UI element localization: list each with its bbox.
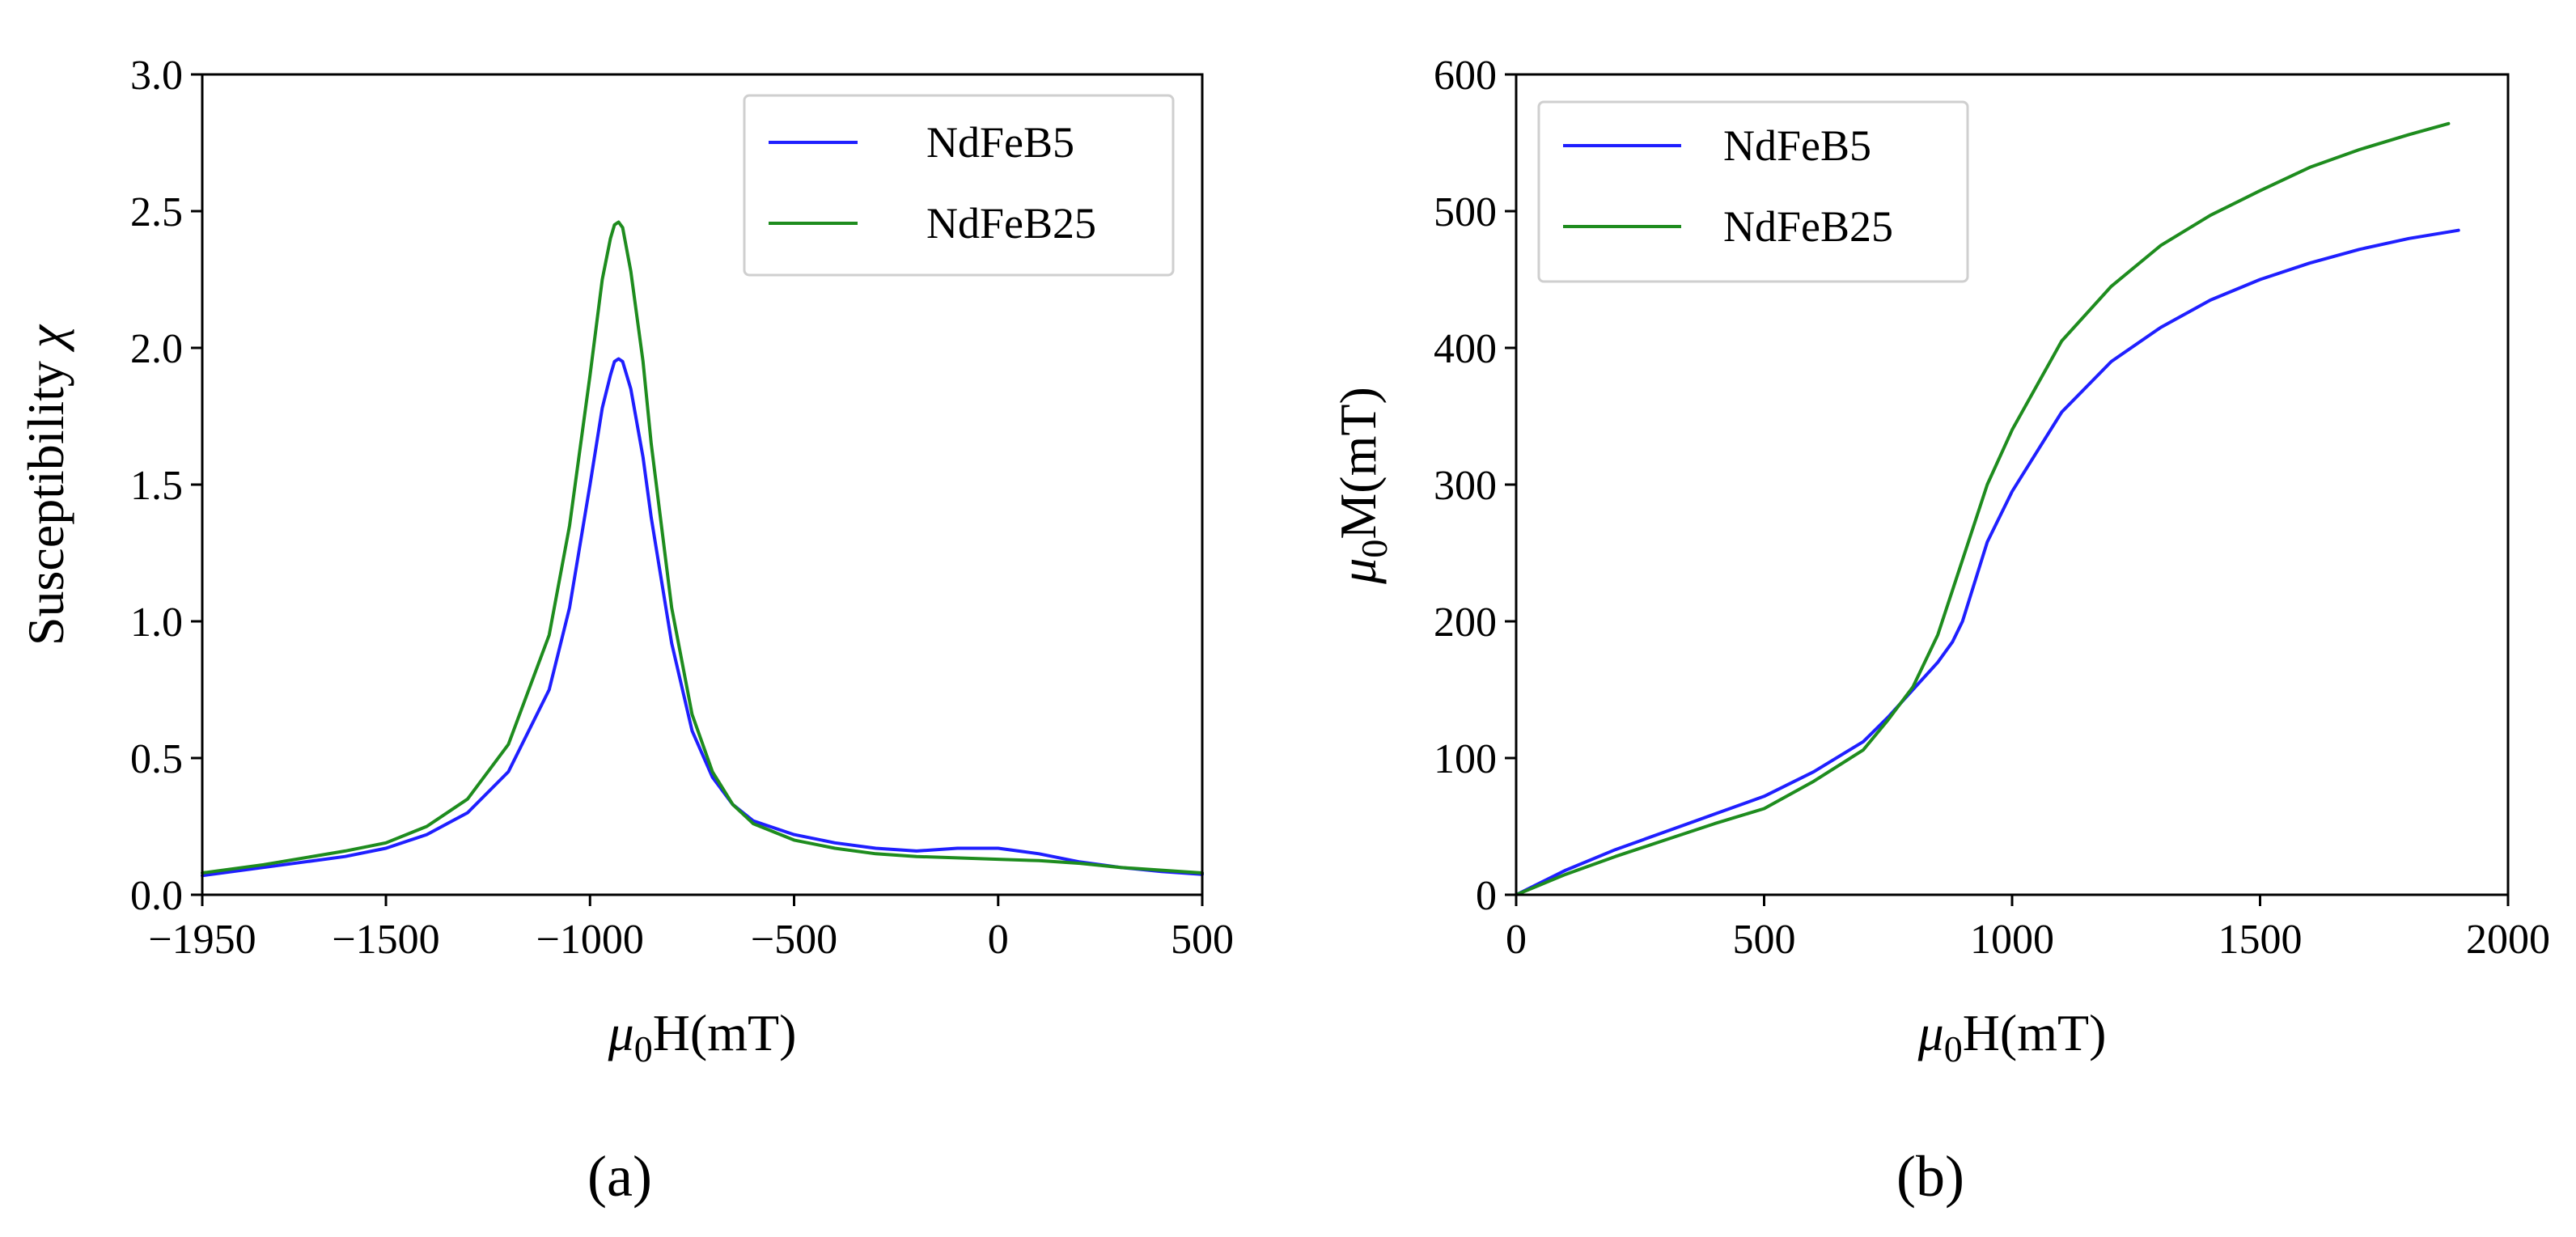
panel-b-caption: (b) <box>1896 1144 1964 1209</box>
panel-b-legend: NdFeB5 NdFeB25 <box>1537 100 1969 283</box>
panel-a-x-tick-label: −1000 <box>536 917 644 963</box>
panel-b-legend-label-ndfeb5: NdFeB5 <box>1723 121 1871 170</box>
panel-b-x-tick-label: 2000 <box>2466 917 2550 963</box>
panel-a-series-ndfeb25 <box>201 220 1204 875</box>
panel-b-y-tick-label: 600 <box>1434 53 1497 99</box>
panel-a-y-ticks: 0.0 0.5 1.0 1.5 2.0 2.5 3.0 <box>130 53 202 919</box>
panel-a-x-axis-label: μ0H(mT) <box>608 1004 797 1070</box>
panel-a-series <box>201 220 1204 878</box>
panel-b-y-ticks: 0 100 200 300 400 500 600 <box>1434 53 1516 919</box>
panel-b-series <box>1515 121 2460 896</box>
panel-a-x-tick-label: 0 <box>988 917 1009 963</box>
panel-b-y-tick-label: 0 <box>1476 873 1497 919</box>
panel-a-y-tick-label: 1.5 <box>130 463 183 509</box>
panel-a-caption: (a) <box>587 1144 652 1209</box>
panel-a-series-ndfeb5 <box>201 357 1204 878</box>
panel-b-x-tick-label: 500 <box>1733 917 1796 963</box>
panel-b-legend-label-ndfeb25: NdFeB25 <box>1723 202 1893 251</box>
panel-a-y-tick-label: 0.5 <box>130 736 183 782</box>
panel-a-y-tick-label: 2.0 <box>130 326 183 372</box>
panel-b-y-tick-label: 400 <box>1434 326 1497 372</box>
panel-b-y-axis-label: μ0M(mT) <box>1329 387 1395 585</box>
panel-b-magnetization: 0 500 1000 1500 2000 0 100 200 300 400 500 600 μ0H… <box>1329 53 2550 1209</box>
panel-a-legend-label-ndfeb25: NdFeB25 <box>926 199 1096 248</box>
panel-a-y-tick-label: 2.5 <box>130 189 183 235</box>
panel-a-legend-label-ndfeb5: NdFeB5 <box>926 118 1074 167</box>
panel-b-y-tick-label: 500 <box>1434 189 1497 235</box>
panel-b-y-tick-label: 100 <box>1434 736 1497 782</box>
panel-b-x-axis-label: μ0H(mT) <box>1917 1004 2107 1070</box>
panel-a-y-axis-label: Susceptibility χ <box>17 324 74 646</box>
panel-b-x-tick-label: 0 <box>1506 917 1527 963</box>
panel-a-x-ticks: −1950 −1500 −1000 −500 0 500 <box>148 895 1234 963</box>
panel-b-x-ticks: 0 500 1000 1500 2000 <box>1506 895 2550 963</box>
panel-b-x-tick-label: 1500 <box>2218 917 2303 963</box>
panel-a-x-tick-label: −1500 <box>332 917 439 963</box>
panel-a-legend: NdFeB5 NdFeB25 <box>743 94 1175 277</box>
panel-a-y-tick-label: 0.0 <box>130 873 183 919</box>
panel-b-series-ndfeb25 <box>1515 121 2451 896</box>
panel-a-x-tick-label: 500 <box>1171 917 1234 963</box>
panel-a-susceptibility: −1950 −1500 −1000 −500 0 500 0.0 0.5 1.0 1.5 2.0 2… <box>17 53 1234 1209</box>
panel-b-x-tick-label: 1000 <box>1970 917 2054 963</box>
panel-b-y-tick-label: 200 <box>1434 599 1497 646</box>
panel-a-x-tick-label: −1950 <box>148 917 256 963</box>
panel-a-legend-frame <box>743 94 1175 277</box>
panel-a-y-tick-label: 3.0 <box>130 53 183 99</box>
panel-b-y-tick-label: 300 <box>1434 463 1497 509</box>
panel-b-series-ndfeb5 <box>1515 228 2460 896</box>
panel-a-y-tick-label: 1.0 <box>130 599 183 646</box>
panel-a-x-tick-label: −500 <box>751 917 837 963</box>
